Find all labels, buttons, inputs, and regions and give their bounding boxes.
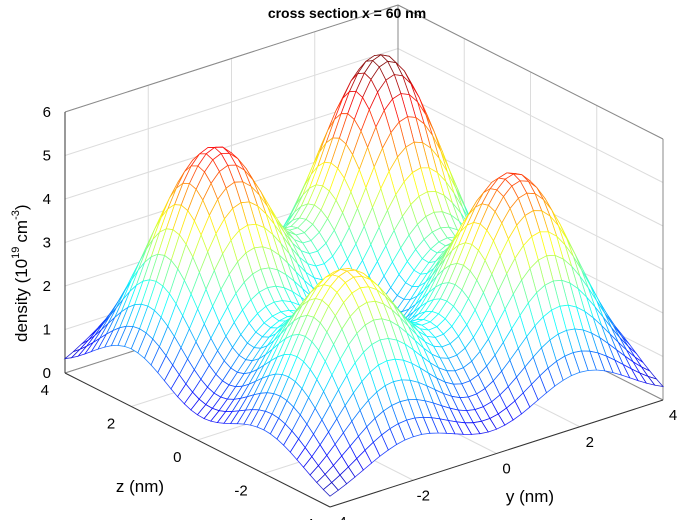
density-tick-label: 6 — [43, 104, 51, 121]
svg-text:density (1019cm-3): density (1019 cm-3) — [10, 204, 31, 342]
z-tick-label: 4 — [41, 382, 49, 399]
box-edge — [64, 4, 399, 113]
y-tick-label: 0 — [502, 461, 510, 478]
z-axis-label-suffix: ) — [12, 204, 31, 210]
tick-labels: 0 1 2 3 4 5 6 -4 -2 0 2 4 -4 -2 0 2 4 — [41, 104, 678, 520]
y-tick-label: 2 — [586, 434, 594, 451]
y-axis-line — [329, 399, 664, 508]
z-axis-line — [64, 372, 331, 508]
y-tick-label: -2 — [417, 487, 430, 504]
z-tick-label: 2 — [107, 416, 115, 433]
density-tick-label: 0 — [43, 365, 51, 382]
x-axis-label: y (nm) — [506, 487, 554, 506]
z-axis-label-exponent: 19 — [10, 247, 22, 259]
density-tick-label: 3 — [43, 235, 51, 252]
z-tick-label: -4 — [301, 516, 314, 520]
z-axis-label-unit-exponent: -3 — [10, 210, 22, 220]
surface-mesh — [63, 54, 665, 497]
y-tick-label: -4 — [333, 514, 346, 520]
z-axis-label-unit: cm — [12, 220, 31, 243]
density-tick-label: 5 — [43, 148, 51, 165]
y-tick-label: 4 — [669, 407, 677, 424]
z-tick-label: -2 — [234, 483, 247, 500]
chart-title: cross section x = 60 nm — [268, 5, 426, 21]
z-axis-label-prefix: density (10 — [12, 259, 31, 342]
surface-cell — [322, 482, 339, 497]
density-tick-label: 2 — [43, 278, 51, 295]
z-tick-label: 0 — [173, 449, 181, 466]
density-tick-label: 4 — [43, 191, 51, 208]
density-tick-label: 1 — [43, 322, 51, 339]
z-axis-label: density (1019 cm-3) — [10, 204, 31, 342]
box-edge — [397, 4, 664, 140]
y-axis-label: z (nm) — [116, 477, 164, 496]
